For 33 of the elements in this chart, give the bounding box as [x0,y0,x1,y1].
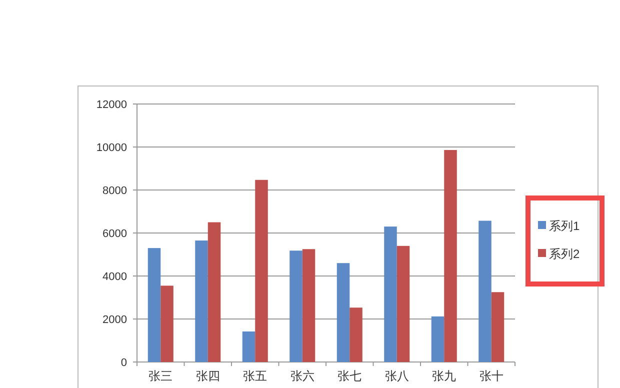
bar [478,220,492,362]
bar [396,246,410,362]
x-tick-label: 张五 [243,369,268,383]
y-tick-label: 10000 [96,142,127,154]
bar [384,226,397,362]
x-tick-label: 张四 [196,369,220,383]
x-tick-label: 张九 [432,369,456,383]
y-tick-label: 2000 [102,314,127,326]
bar [290,250,302,362]
x-tick-label: 张八 [384,369,409,383]
bar [350,308,362,362]
legend-label: 系列2 [549,247,580,261]
x-tick-label: 张六 [290,369,314,383]
x-tick-label: 张三 [148,369,173,383]
bar [195,240,208,362]
y-tick-label: 6000 [102,228,127,240]
bar [444,150,457,362]
bar [302,249,316,362]
bar [491,292,504,362]
y-tick-label: 0 [120,357,127,369]
bar [148,248,161,362]
bar [242,331,256,362]
y-tick-label: 4000 [102,271,127,283]
bar [255,180,268,362]
legend-label: 系列1 [549,219,580,233]
y-tick-label: 8000 [102,185,127,197]
x-tick-label: 张七 [338,369,362,383]
bar [431,316,444,362]
bar [336,263,350,362]
x-tick-label: 张十 [479,369,504,383]
y-tick-label: 12000 [96,99,127,111]
bar [160,286,174,362]
bar [208,222,221,362]
